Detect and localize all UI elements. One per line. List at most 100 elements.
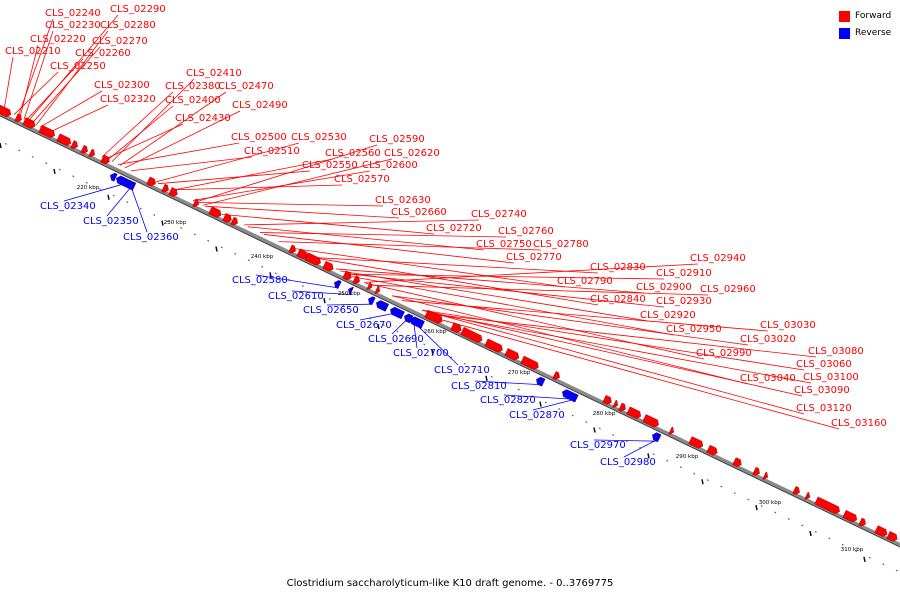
forward-gene-label: CLS_02940 [690,253,746,264]
forward-swatch [839,10,850,22]
tick-mark [895,569,898,572]
tick-mark [747,498,750,501]
major-tick [485,375,488,381]
tick-mark [261,265,264,268]
forward-gene [352,275,360,285]
tick-mark [774,511,777,514]
forward-leader [3,56,14,110]
tick-mark [760,505,763,508]
forward-gene [688,436,704,449]
reverse-leader [106,188,131,217]
tick-mark [234,252,237,255]
major-tick [593,427,596,433]
tick-mark [207,239,210,242]
tick-mark [301,285,304,288]
reverse-leader [474,380,541,386]
forward-gene [0,104,12,118]
major-tick [701,479,704,485]
tick-mark [382,323,385,326]
forward-leader [351,276,675,336]
ruler-label: 260 kbp [424,329,447,335]
forward-gene-label: CLS_02750 [476,239,532,250]
forward-gene [342,270,352,281]
forward-gene [612,399,619,408]
tick-mark [571,414,574,417]
tick-mark [58,168,61,171]
forward-leader [311,257,599,274]
tick-mark [652,453,655,456]
major-tick [539,401,542,407]
tick-mark [585,420,588,423]
reverse-gene-label: CLS_02670 [336,320,392,331]
tick-mark [274,272,277,275]
forward-gene-label: CLS_02290 [110,4,166,15]
tick-mark [409,336,412,339]
forward-gene-label: CLS_03080 [808,346,864,357]
tick-mark [598,427,601,430]
forward-gene [80,145,88,154]
forward-gene-label: CLS_03090 [794,385,850,396]
reverse-leader [291,290,353,296]
minor-ticks [0,142,898,572]
tick-mark [868,556,871,559]
reverse-leader [359,313,393,321]
forward-leader [124,110,241,169]
forward-leader [369,284,709,296]
reverse-leader [417,325,459,366]
forward-gene-label: CLS_02510 [244,146,300,157]
forward-gene [752,466,760,476]
tick-mark [247,259,250,262]
tick-mark [814,530,817,533]
reverse-swatch [839,27,850,39]
major-tick [809,530,812,537]
forward-leader [111,78,195,162]
reverse-leader [326,303,373,306]
forward-gene [88,148,95,158]
major-tick [0,142,2,149]
tick-mark [733,492,736,495]
forward-gene [642,414,659,428]
tick-mark [355,311,358,314]
tick-mark [99,188,102,191]
forward-gene [626,406,642,419]
forward-leader [221,213,435,235]
forward-gene [886,531,898,542]
tick-mark [679,466,682,469]
forward-gene-label: CLS_03020 [740,334,796,345]
forward-leader [292,247,566,288]
forward-gene-label: CLS_02600 [362,160,418,171]
forward-leader [157,170,311,185]
forward-gene [424,309,443,324]
ruler-label: 240 kbp [251,254,274,260]
tick-mark [558,408,561,411]
forward-leader [363,263,699,283]
tick-mark [841,543,844,546]
forward-gene-label: CLS_03040 [740,373,796,384]
major-tick [215,246,218,252]
forward-gene [762,471,769,480]
forward-gene-label: CLS_02620 [384,148,440,159]
forward-leader [391,295,749,346]
forward-gene [804,491,811,500]
major-tick [107,194,110,200]
forward-gene-label: CLS_02220 [30,34,86,45]
forward-leader [204,205,400,219]
tick-mark [342,304,345,307]
reverse-leader [503,394,571,400]
tick-mark [18,149,21,152]
reverse-gene [368,296,376,306]
forward-leader [339,270,649,322]
forward-gene-label: CLS_02780 [533,239,589,250]
ruler-label: 230 kbp [164,220,187,226]
forward-gene-label: CLS_02470 [218,81,274,92]
reverse-leader [63,184,123,202]
tick-mark [612,433,615,436]
reverse-gene-label: CLS_02690 [368,334,424,345]
forward-leader [105,123,184,160]
forward-gene [296,248,308,260]
tick-mark [625,440,628,443]
forward-gene-label: CLS_02490 [232,100,288,111]
forward-gene [146,176,156,187]
forward-gene-label: CLS_02950 [666,324,722,335]
